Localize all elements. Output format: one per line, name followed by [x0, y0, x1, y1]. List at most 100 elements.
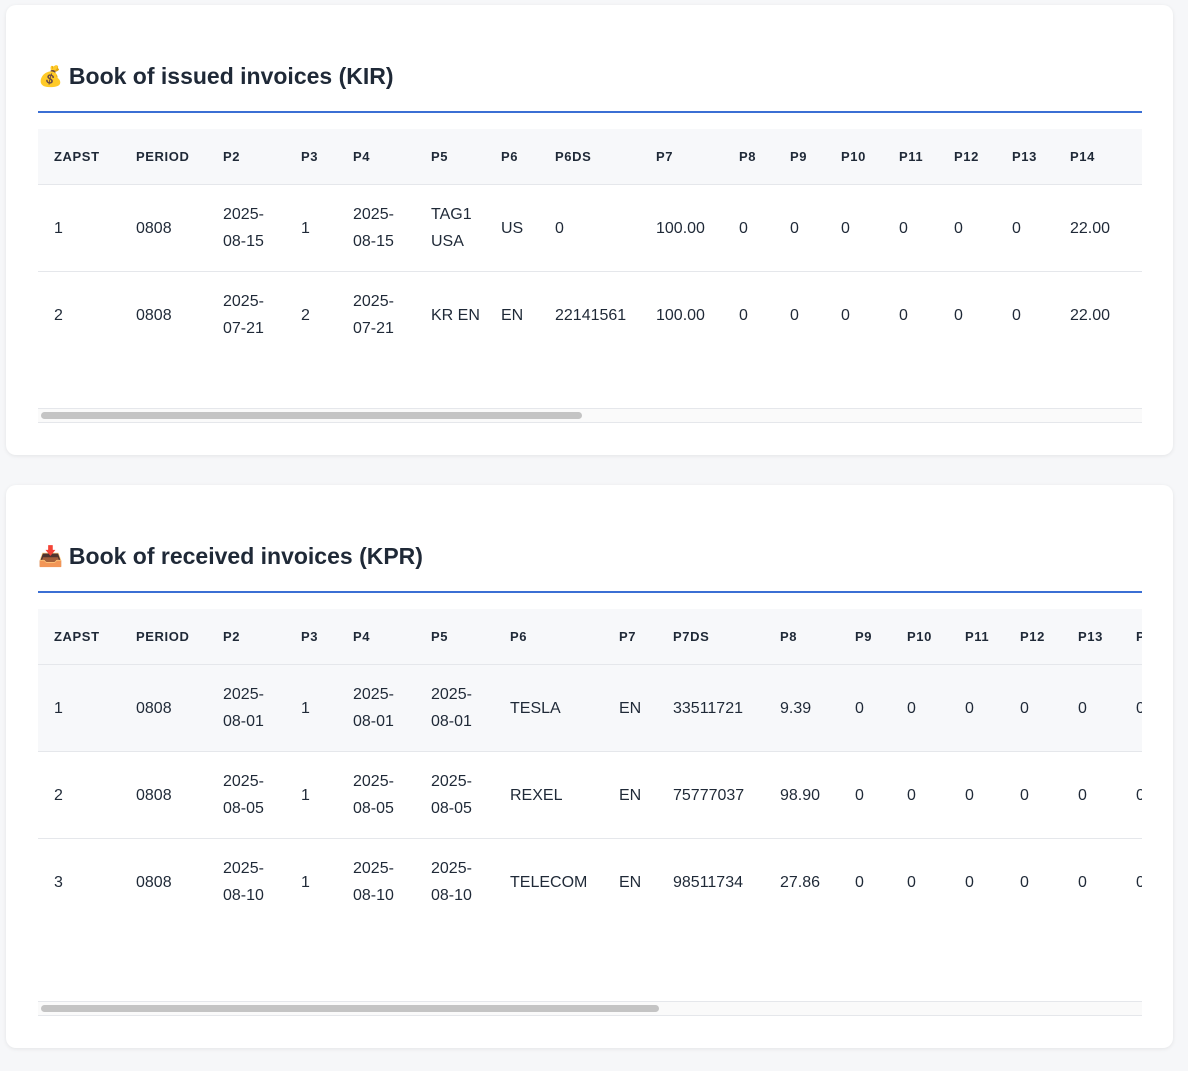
cell-p9: 0	[839, 664, 891, 752]
cell-p5: 2025-08-10	[431, 860, 472, 904]
cell-p10: 0	[825, 184, 883, 272]
cell-p7ds: 75777037	[657, 751, 764, 839]
cell-p11: 0	[883, 184, 938, 272]
cell-p14: 0	[1120, 751, 1142, 839]
column-header-p10[interactable]: P10	[825, 129, 883, 185]
cell-p10: 0	[841, 306, 850, 324]
cell-zapst: 2	[54, 306, 63, 324]
kpr-title: 📥 Book of received invoices (KPR)	[38, 543, 423, 570]
column-header-p9[interactable]: P9	[774, 129, 825, 185]
cell-p5: 2025-08-05	[415, 751, 494, 839]
column-header-p13[interactable]: P13	[1062, 609, 1120, 665]
cell-p12: 0	[954, 306, 963, 324]
cell-period: 0808	[120, 664, 207, 752]
column-header-p2[interactable]: P2	[207, 609, 285, 665]
column-header-p5[interactable]: P5	[415, 129, 485, 185]
column-header-p10[interactable]: P10	[891, 609, 949, 665]
column-header-p4[interactable]: P4	[337, 129, 415, 185]
column-header-p6[interactable]: P6	[494, 609, 603, 665]
cell-p7ds: 98511734	[673, 873, 743, 891]
cell-p14: 0	[1120, 839, 1142, 926]
cell-p13: 0	[1062, 751, 1120, 839]
cell-p5: 2025-08-01	[415, 664, 494, 752]
kpr-horizontal-scrollbar[interactable]	[38, 1001, 1142, 1016]
kir-card: 💰 Book of issued invoices (KIR) ZAPST PER…	[6, 5, 1173, 455]
cell-p8: 98.90	[764, 751, 839, 839]
cell-p2: 2025-07-21	[223, 293, 264, 337]
cell-period: 0808	[136, 873, 172, 891]
title-divider	[38, 591, 1142, 593]
column-header-p7[interactable]: P7	[640, 129, 723, 185]
cell-p11: 0	[899, 306, 908, 324]
cell-p3: 2	[301, 306, 310, 324]
column-header-zapst[interactable]: ZAPST	[38, 609, 120, 665]
kir-title-text: Book of issued invoices (KIR)	[68, 63, 394, 89]
column-header-p8[interactable]: P8	[723, 129, 774, 185]
cell-p4: 2025-08-01	[337, 664, 415, 752]
cell-p2: 2025-08-05	[207, 751, 285, 839]
cell-period: 0808	[120, 184, 207, 272]
column-header-p12[interactable]: P12	[1004, 609, 1062, 665]
cell-p12: 0	[938, 184, 996, 272]
cell-zapst: 2	[38, 751, 120, 839]
column-header-p14[interactable]: P14	[1120, 609, 1142, 665]
column-header-p3[interactable]: P3	[285, 129, 337, 185]
header-row: ZAPST PERIOD P2 P3 P4 P5 P6 P7 P7DS P8 P9 P10 P11 P12…	[38, 609, 1142, 665]
column-header-p3[interactable]: P3	[285, 609, 337, 665]
cell-p3: 1	[285, 751, 337, 839]
cell-zapst: 1	[38, 664, 120, 752]
column-header-p11[interactable]: P11	[883, 129, 938, 185]
column-header-p14[interactable]: P14	[1054, 129, 1142, 185]
column-header-zapst[interactable]: ZAPST	[38, 129, 120, 185]
column-header-p2[interactable]: P2	[207, 129, 285, 185]
column-header-p9[interactable]: P9	[839, 609, 891, 665]
cell-period: 0808	[136, 306, 172, 324]
cell-p2: 2025-08-10	[223, 860, 264, 904]
header-row: ZAPST PERIOD P2 P3 P4 P5 P6 P6DS P7 P8 P9 P10 P11 P12…	[38, 129, 1142, 185]
table-row: 2 0808 2025-08-05 1 2025-08-05 2025-08-05 REXE…	[38, 751, 1142, 839]
column-header-p7[interactable]: P7	[603, 609, 657, 665]
cell-p10: 0	[891, 751, 949, 839]
column-header-p7ds[interactable]: P7DS	[657, 609, 764, 665]
cell-p6: TELECOM	[510, 873, 588, 891]
cell-p6ds: 22141561	[555, 306, 627, 324]
title-divider	[38, 111, 1142, 113]
cell-p9: 0	[774, 184, 825, 272]
column-header-p13[interactable]: P13	[996, 129, 1054, 185]
column-header-p6ds[interactable]: P6DS	[539, 129, 640, 185]
column-header-p4[interactable]: P4	[337, 609, 415, 665]
column-header-period[interactable]: PERIOD	[120, 129, 207, 185]
cell-p3: 1	[285, 184, 337, 272]
kir-scrollbar-thumb[interactable]	[41, 412, 582, 419]
cell-period: 0808	[120, 751, 207, 839]
cell-p4: 2025-08-10	[353, 860, 394, 904]
kpr-table: ZAPST PERIOD P2 P3 P4 P5 P6 P7 P7DS P8 P9 P10 P11 P12…	[38, 609, 1142, 925]
cell-p5: TAG1 USA	[415, 184, 485, 272]
cell-p12: 0	[1004, 751, 1062, 839]
kpr-table-container: ZAPST PERIOD P2 P3 P4 P5 P6 P7 P7DS P8 P9 P10 P11 P12…	[38, 609, 1142, 925]
cell-zapst: 3	[54, 873, 63, 891]
cell-p7: EN	[603, 664, 657, 752]
column-header-p5[interactable]: P5	[415, 609, 494, 665]
cell-p13: 0	[1012, 306, 1021, 324]
column-header-p8[interactable]: P8	[764, 609, 839, 665]
cell-p8: 9.39	[764, 664, 839, 752]
cell-p11: 0	[965, 873, 974, 891]
cell-p3: 1	[285, 664, 337, 752]
cell-p6ds: 0	[539, 184, 640, 272]
column-header-period[interactable]: PERIOD	[120, 609, 207, 665]
cell-p7: 100.00	[640, 184, 723, 272]
kpr-scrollbar-thumb[interactable]	[41, 1005, 660, 1012]
kir-table: ZAPST PERIOD P2 P3 P4 P5 P6 P6DS P7 P8 P9 P10 P11 P12…	[38, 129, 1142, 358]
cell-p13: 0	[1062, 664, 1120, 752]
column-header-p12[interactable]: P12	[938, 129, 996, 185]
cell-p13: 0	[996, 184, 1054, 272]
column-header-p11[interactable]: P11	[949, 609, 1004, 665]
kir-horizontal-scrollbar[interactable]	[38, 408, 1142, 423]
column-header-p6[interactable]: P6	[485, 129, 539, 185]
kpr-card: 📥 Book of received invoices (KPR) ZAPST P…	[6, 485, 1173, 1048]
money-bag-icon: 💰	[38, 66, 63, 88]
cell-p7: EN	[603, 751, 657, 839]
table-row: 3 0808 2025-08-10 1 2025-08-10 2025-08-10 TELE…	[38, 839, 1142, 926]
cell-p5: KR EN	[431, 306, 480, 324]
